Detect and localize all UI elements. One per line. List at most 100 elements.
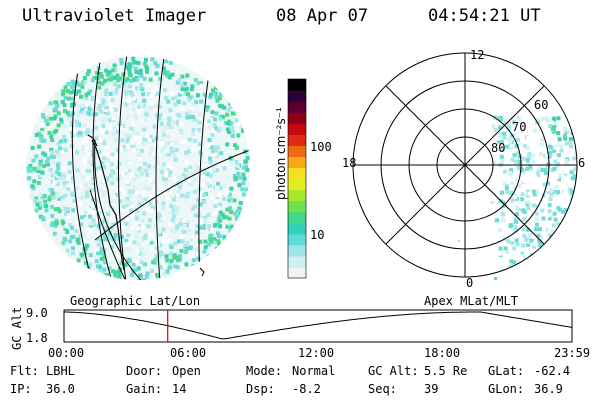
emission-pixel — [521, 226, 526, 231]
emission-pixel — [125, 77, 130, 82]
emission-pixel — [100, 220, 105, 225]
emission-pixel — [91, 103, 95, 108]
emission-pixel — [180, 239, 185, 244]
emission-pixel — [65, 89, 70, 93]
emission-pixel — [109, 77, 114, 82]
emission-pixel — [498, 171, 503, 176]
emission-pixel — [229, 224, 234, 229]
emission-pixel — [137, 201, 142, 206]
emission-pixel — [85, 103, 90, 108]
gain-value: 14 — [172, 382, 187, 396]
emission-pixel — [218, 218, 223, 223]
emission-pixel — [149, 268, 154, 273]
meridian-line — [92, 56, 113, 280]
emission-pixel — [44, 208, 49, 213]
ip-value: 36.0 — [46, 382, 75, 396]
emission-pixel — [164, 125, 168, 130]
emission-pixel — [195, 230, 199, 235]
emission-pixel — [43, 199, 48, 204]
emission-pixel — [503, 120, 508, 125]
emission-pixel — [72, 165, 77, 170]
emission-pixel — [131, 262, 136, 267]
emission-pixel — [173, 141, 178, 145]
emission-pixel — [82, 76, 87, 80]
emission-pixel — [524, 254, 529, 259]
emission-pixel — [500, 190, 504, 195]
emission-pixel — [109, 104, 114, 109]
emission-pixel — [237, 206, 242, 211]
emission-pixel — [142, 127, 147, 132]
emission-pixel — [107, 266, 112, 271]
emission-pixel — [52, 116, 57, 121]
emission-pixel — [225, 224, 230, 229]
emission-pixel — [124, 169, 129, 173]
emission-pixel — [157, 116, 162, 121]
emission-pixel — [69, 184, 74, 189]
emission-pixel — [526, 206, 531, 211]
emission-pixel — [115, 165, 120, 170]
emission-pixel — [85, 131, 90, 136]
emission-pixel — [69, 124, 74, 128]
emission-pixel — [38, 162, 43, 167]
emission-pixel — [158, 250, 163, 255]
color-bar-cell — [288, 123, 306, 135]
emission-pixel — [60, 195, 65, 200]
emission-pixel — [215, 184, 220, 189]
emission-pixel — [139, 74, 144, 79]
emission-pixel — [107, 77, 112, 82]
emission-pixel — [146, 166, 151, 171]
coastline — [87, 134, 98, 147]
emission-pixel — [556, 153, 561, 158]
emission-pixel — [119, 174, 123, 179]
emission-pixel — [230, 133, 235, 138]
emission-pixel — [105, 178, 110, 183]
emission-pixel — [207, 156, 212, 161]
emission-pixel — [165, 258, 170, 263]
emission-pixel — [137, 86, 142, 91]
emission-pixel — [557, 177, 562, 182]
emission-pixel — [545, 164, 550, 169]
emission-pixel — [103, 260, 107, 265]
emission-pixel — [238, 201, 243, 205]
emission-pixel — [547, 216, 552, 221]
emission-pixel — [527, 162, 531, 167]
emission-pixel — [495, 152, 500, 157]
emission-pixel — [150, 57, 155, 62]
emission-pixel — [94, 136, 99, 141]
emission-pixel — [115, 73, 120, 78]
emission-pixel — [76, 237, 81, 242]
emission-pixel — [226, 107, 231, 112]
emission-pixel — [90, 112, 95, 117]
emission-pixel — [61, 134, 66, 139]
color-bar-cell — [288, 156, 306, 169]
emission-pixel — [550, 120, 555, 125]
emission-pixel — [526, 145, 530, 150]
emission-pixel — [184, 175, 189, 180]
emission-pixel — [34, 154, 39, 159]
emission-pixel — [65, 248, 70, 253]
emission-pixel — [554, 184, 559, 189]
emission-pixel — [98, 171, 103, 176]
emission-pixel — [197, 120, 202, 125]
emission-pixel — [83, 182, 87, 187]
emission-pixel — [209, 233, 214, 238]
emission-pixel — [85, 136, 89, 140]
emission-pixel — [198, 222, 203, 227]
emission-pixel — [102, 156, 107, 160]
emission-pixel — [222, 162, 227, 167]
emission-pixel — [122, 148, 127, 153]
emission-pixel — [62, 181, 67, 186]
emission-pixel — [508, 139, 513, 144]
emission-pixel — [71, 246, 75, 251]
emission-pixel — [53, 107, 58, 112]
emission-pixel — [557, 222, 562, 227]
emission-pixel — [196, 81, 201, 86]
emission-pixel — [109, 74, 114, 79]
emission-pixel — [232, 117, 237, 122]
emission-pixel — [542, 182, 547, 187]
emission-pixel — [184, 150, 189, 155]
emission-pixel — [189, 114, 193, 119]
emission-pixel — [82, 158, 87, 163]
emission-pixel — [213, 126, 218, 131]
emission-pixel — [498, 133, 503, 138]
